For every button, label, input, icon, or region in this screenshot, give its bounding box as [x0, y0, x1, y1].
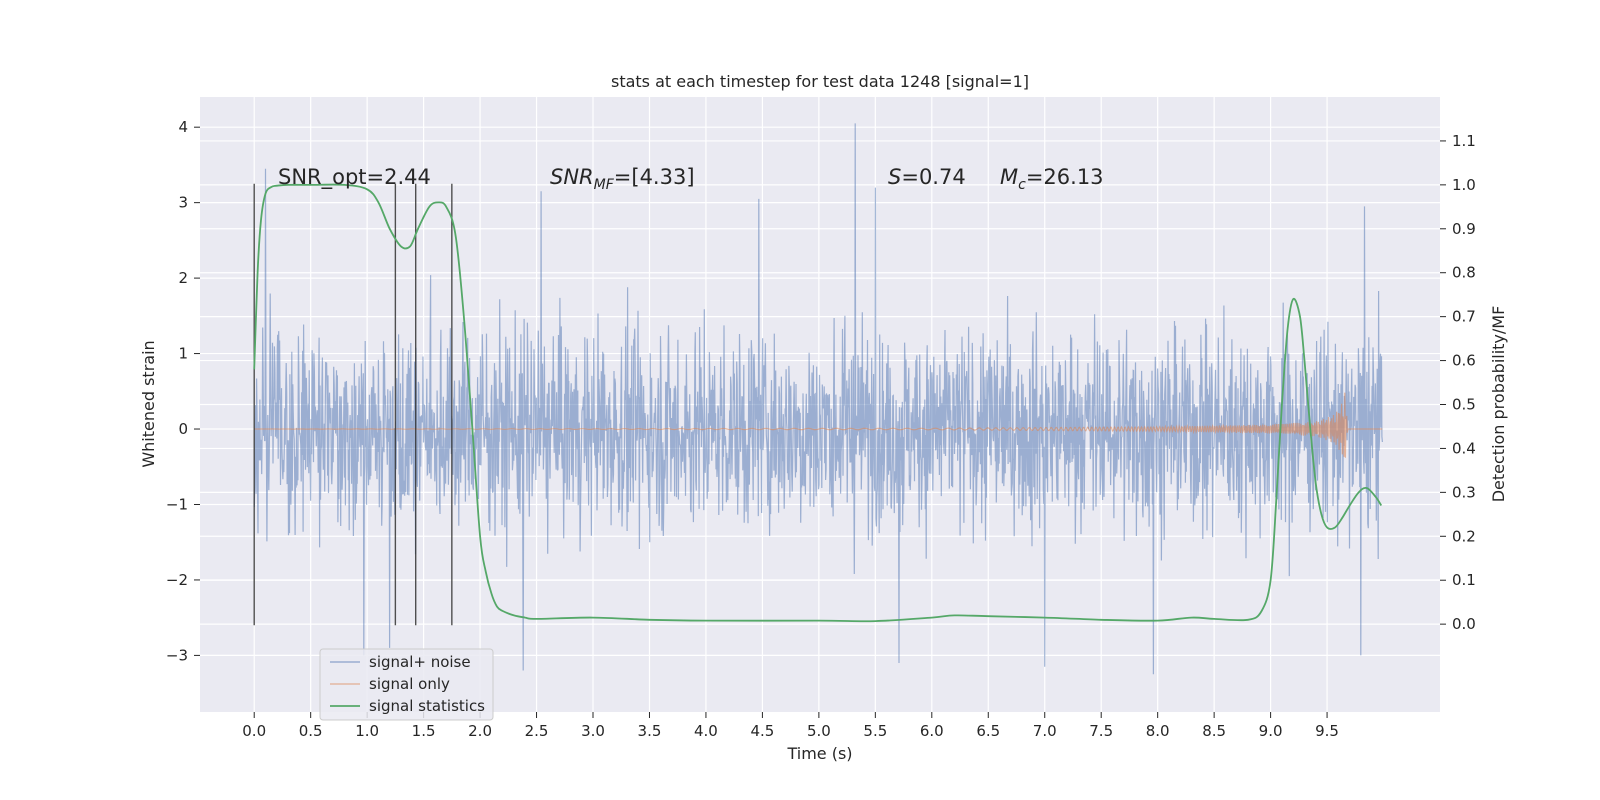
- x-tick-label: 1.5: [412, 722, 436, 740]
- x-tick-label: 2.5: [525, 722, 549, 740]
- y-tick-label: −2: [166, 571, 188, 589]
- y-tick-label: 2: [178, 269, 188, 287]
- y-right-tick-label: 0.3: [1452, 483, 1476, 501]
- y-tick-label: 4: [178, 118, 188, 136]
- legend-label-signal-only: signal only: [369, 675, 450, 693]
- x-tick-label: 8.0: [1146, 722, 1170, 740]
- y-right-axis-label: Detection probability/MF: [1489, 306, 1508, 503]
- y-tick-label: 1: [178, 345, 188, 363]
- annotation-snr-mf: SNRMF=[4.33]: [550, 165, 695, 193]
- y-right-tick-label: 0.4: [1452, 439, 1476, 457]
- series-signal-noise: [253, 123, 1383, 675]
- y-right-tick-label: 0.8: [1452, 264, 1476, 282]
- vertical-markers: [253, 183, 453, 626]
- noise-line: [253, 123, 1383, 675]
- series-signal-only: [254, 392, 1383, 458]
- annotation-s: S=0.74: [888, 165, 966, 189]
- x-tick-label: 8.5: [1202, 722, 1226, 740]
- legend: signal+ noise signal only signal statist…: [319, 648, 494, 721]
- x-tick-label: 2.0: [468, 722, 492, 740]
- x-tick-label: 0.5: [299, 722, 323, 740]
- x-tick-label: 5.5: [863, 722, 887, 740]
- y-right-tick-label: 1.1: [1452, 132, 1476, 150]
- x-tick-label: 1.0: [355, 722, 379, 740]
- annotation-snr-opt: SNR_opt=2.44: [278, 165, 431, 190]
- chart-title: stats at each timestep for test data 124…: [611, 72, 1029, 91]
- s-value: =0.74: [901, 165, 965, 189]
- x-tick-label: 3.5: [638, 722, 662, 740]
- x-tick-label: 6.5: [976, 722, 1000, 740]
- x-tick-label: 9.0: [1259, 722, 1283, 740]
- y-right-tick-label: 0.5: [1452, 396, 1476, 414]
- y-right-tick-label: 0.1: [1452, 571, 1476, 589]
- x-tick-label: 0.0: [242, 722, 266, 740]
- signal-statistics-line: [253, 183, 1383, 623]
- y-right-tick-label: 1.0: [1452, 176, 1476, 194]
- x-tick-label: 4.0: [694, 722, 718, 740]
- y-right-tick-label: 0.6: [1452, 352, 1476, 370]
- x-axis-label: Time (s): [786, 744, 852, 763]
- x-tick-label: 5.0: [807, 722, 831, 740]
- snr-mf-subscript: MF: [594, 177, 615, 193]
- legend-box: [319, 648, 494, 721]
- mc-subscript: c: [1018, 177, 1026, 193]
- y-axis-label: Whitened strain: [139, 340, 158, 467]
- x-tick-label: 3.0: [581, 722, 605, 740]
- series-signal-statistics: [253, 183, 1383, 623]
- y-right-tick-label: 0.2: [1452, 527, 1476, 545]
- x-tick-label: 6.0: [920, 722, 944, 740]
- snr-mf-symbol: SNR: [550, 165, 594, 189]
- snr-mf-value: =[4.33]: [614, 165, 695, 189]
- y-tick-label: −3: [166, 646, 188, 664]
- signal-only-line: [254, 392, 1383, 458]
- legend-label-signal-statistics: signal statistics: [369, 697, 485, 715]
- legend-label-signal-noise: signal+ noise: [369, 653, 471, 671]
- y-tick-label: −1: [166, 495, 188, 513]
- y-tick-label: 3: [178, 194, 188, 212]
- axis-ticks: 0.0 0.5 1.0 1.5 2.0 2.5 3.0 3.5 4.0 4.5 5.0 5.5 6.0 6…: [166, 118, 1476, 740]
- s-symbol: S: [888, 165, 901, 189]
- annotation-mc: Mc=26.13: [1000, 165, 1104, 193]
- mc-value: =26.13: [1026, 165, 1104, 189]
- mc-symbol: M: [1000, 165, 1018, 189]
- y-right-tick-label: 0.0: [1452, 615, 1476, 633]
- y-tick-label: 0: [178, 420, 188, 438]
- x-tick-label: 9.5: [1315, 722, 1339, 740]
- x-tick-label: 7.5: [1089, 722, 1113, 740]
- x-tick-label: 4.5: [750, 722, 774, 740]
- y-right-tick-label: 0.9: [1452, 220, 1476, 238]
- y-right-tick-label: 0.7: [1452, 308, 1476, 326]
- x-tick-label: 7.0: [1033, 722, 1057, 740]
